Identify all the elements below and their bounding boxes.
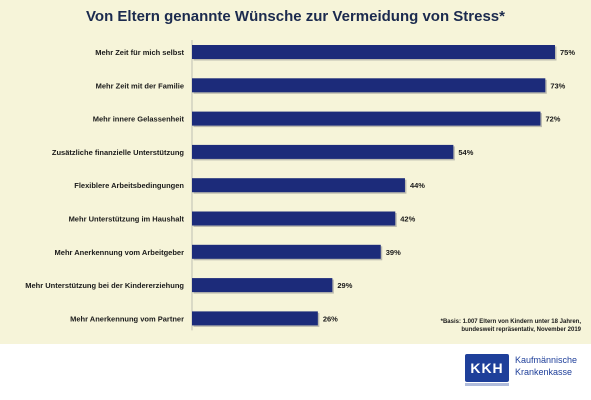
category-label: Mehr Unterstützung im Haushalt	[69, 215, 185, 224]
value-label: 26%	[323, 314, 338, 323]
bar	[192, 211, 396, 226]
footnote-line-1: *Basis: 1.007 Eltern von Kindern unter 1…	[440, 319, 581, 325]
value-label: 75%	[560, 48, 575, 57]
logo-stripe	[465, 383, 509, 386]
value-label: 44%	[410, 181, 425, 190]
category-label: Mehr Unterstützung bei der Kindererziehu…	[25, 281, 184, 290]
footnote-line-2: bundesweit repräsentativ, November 2019	[461, 327, 581, 333]
value-label: 73%	[550, 81, 565, 90]
category-label: Zusätzliche finanzielle Unterstützung	[52, 148, 185, 157]
footnote: *Basis: 1.007 Eltern von Kindern unter 1…	[411, 318, 581, 334]
category-label: Mehr Zeit für mich selbst	[95, 48, 184, 57]
bar	[192, 45, 555, 59]
bar	[192, 244, 381, 259]
value-label: 72%	[545, 115, 560, 124]
logo-mark: KKH	[465, 354, 509, 382]
logo-line-2: Krankenkasse	[515, 367, 573, 377]
value-label: 29%	[337, 281, 352, 290]
bar	[192, 278, 333, 293]
bar	[192, 311, 318, 326]
category-label: Mehr innere Gelassenheit	[93, 115, 185, 124]
bar	[192, 111, 541, 126]
bar	[192, 78, 546, 93]
logo-wordmark: Kaufmännische Krankenkasse	[515, 354, 577, 378]
bar-chart: Mehr Zeit für mich selbst 75% Mehr Zeit mi…	[25, 40, 575, 331]
value-label: 54%	[458, 148, 473, 157]
category-label: Mehr Zeit mit der Familie	[96, 81, 184, 90]
category-label: Flexiblere Arbeitsbedingungen	[74, 181, 184, 190]
category-label: Mehr Anerkennung vom Arbeitgeber	[55, 248, 185, 257]
value-label: 39%	[386, 248, 401, 257]
bar	[192, 144, 454, 159]
chart-panel: Von Eltern genannte Wünsche zur Vermeidu…	[0, 0, 591, 344]
category-label: Mehr Anerkennung vom Partner	[70, 314, 184, 323]
kkh-logo: KKH Kaufmännische Krankenkasse	[465, 352, 585, 392]
logo-line-1: Kaufmännische	[515, 355, 578, 365]
bar	[192, 178, 405, 193]
value-label: 42%	[400, 215, 415, 224]
chart-title: Von Eltern genannte Wünsche zur Vermeidu…	[86, 8, 505, 25]
